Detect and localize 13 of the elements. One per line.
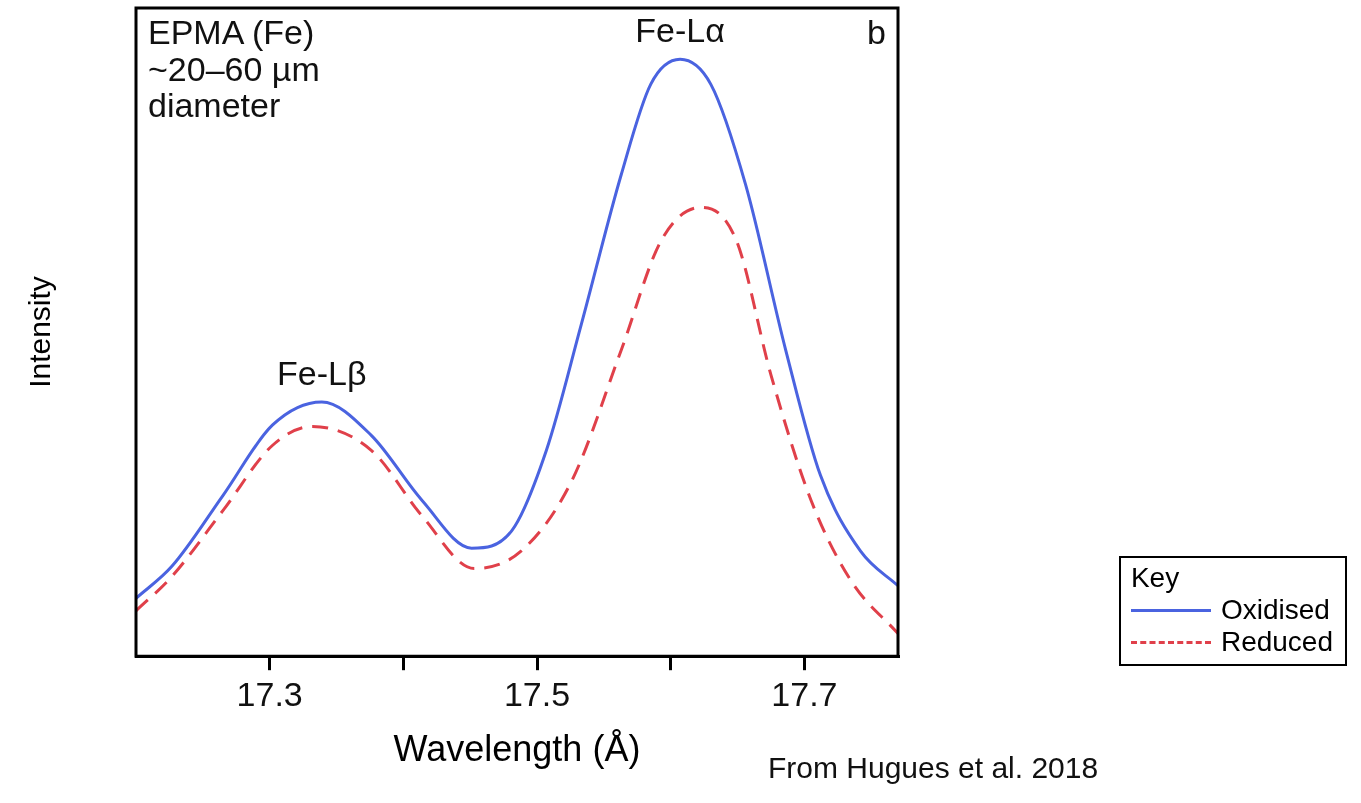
legend-label: Reduced [1220, 626, 1333, 659]
x-tick-label: 17.3 [236, 674, 303, 713]
annotation: Fe-Lβ [277, 354, 367, 393]
y-axis-title: Intensity [23, 276, 57, 388]
legend-label: Oxidised [1220, 594, 1330, 627]
annotation: EPMA (Fe) ~20–60 µm diameter [148, 13, 320, 125]
text: b [867, 13, 886, 51]
x-tick-label: 17.7 [771, 674, 838, 713]
annotation: Fe-Lα [635, 11, 725, 50]
text: From Hugues et al. 2018 [768, 751, 1099, 785]
legend-title: Key [1130, 562, 1181, 595]
x-tick-label: 17.5 [503, 674, 571, 713]
x-axis-title: Wavelength (Å) [393, 728, 641, 770]
